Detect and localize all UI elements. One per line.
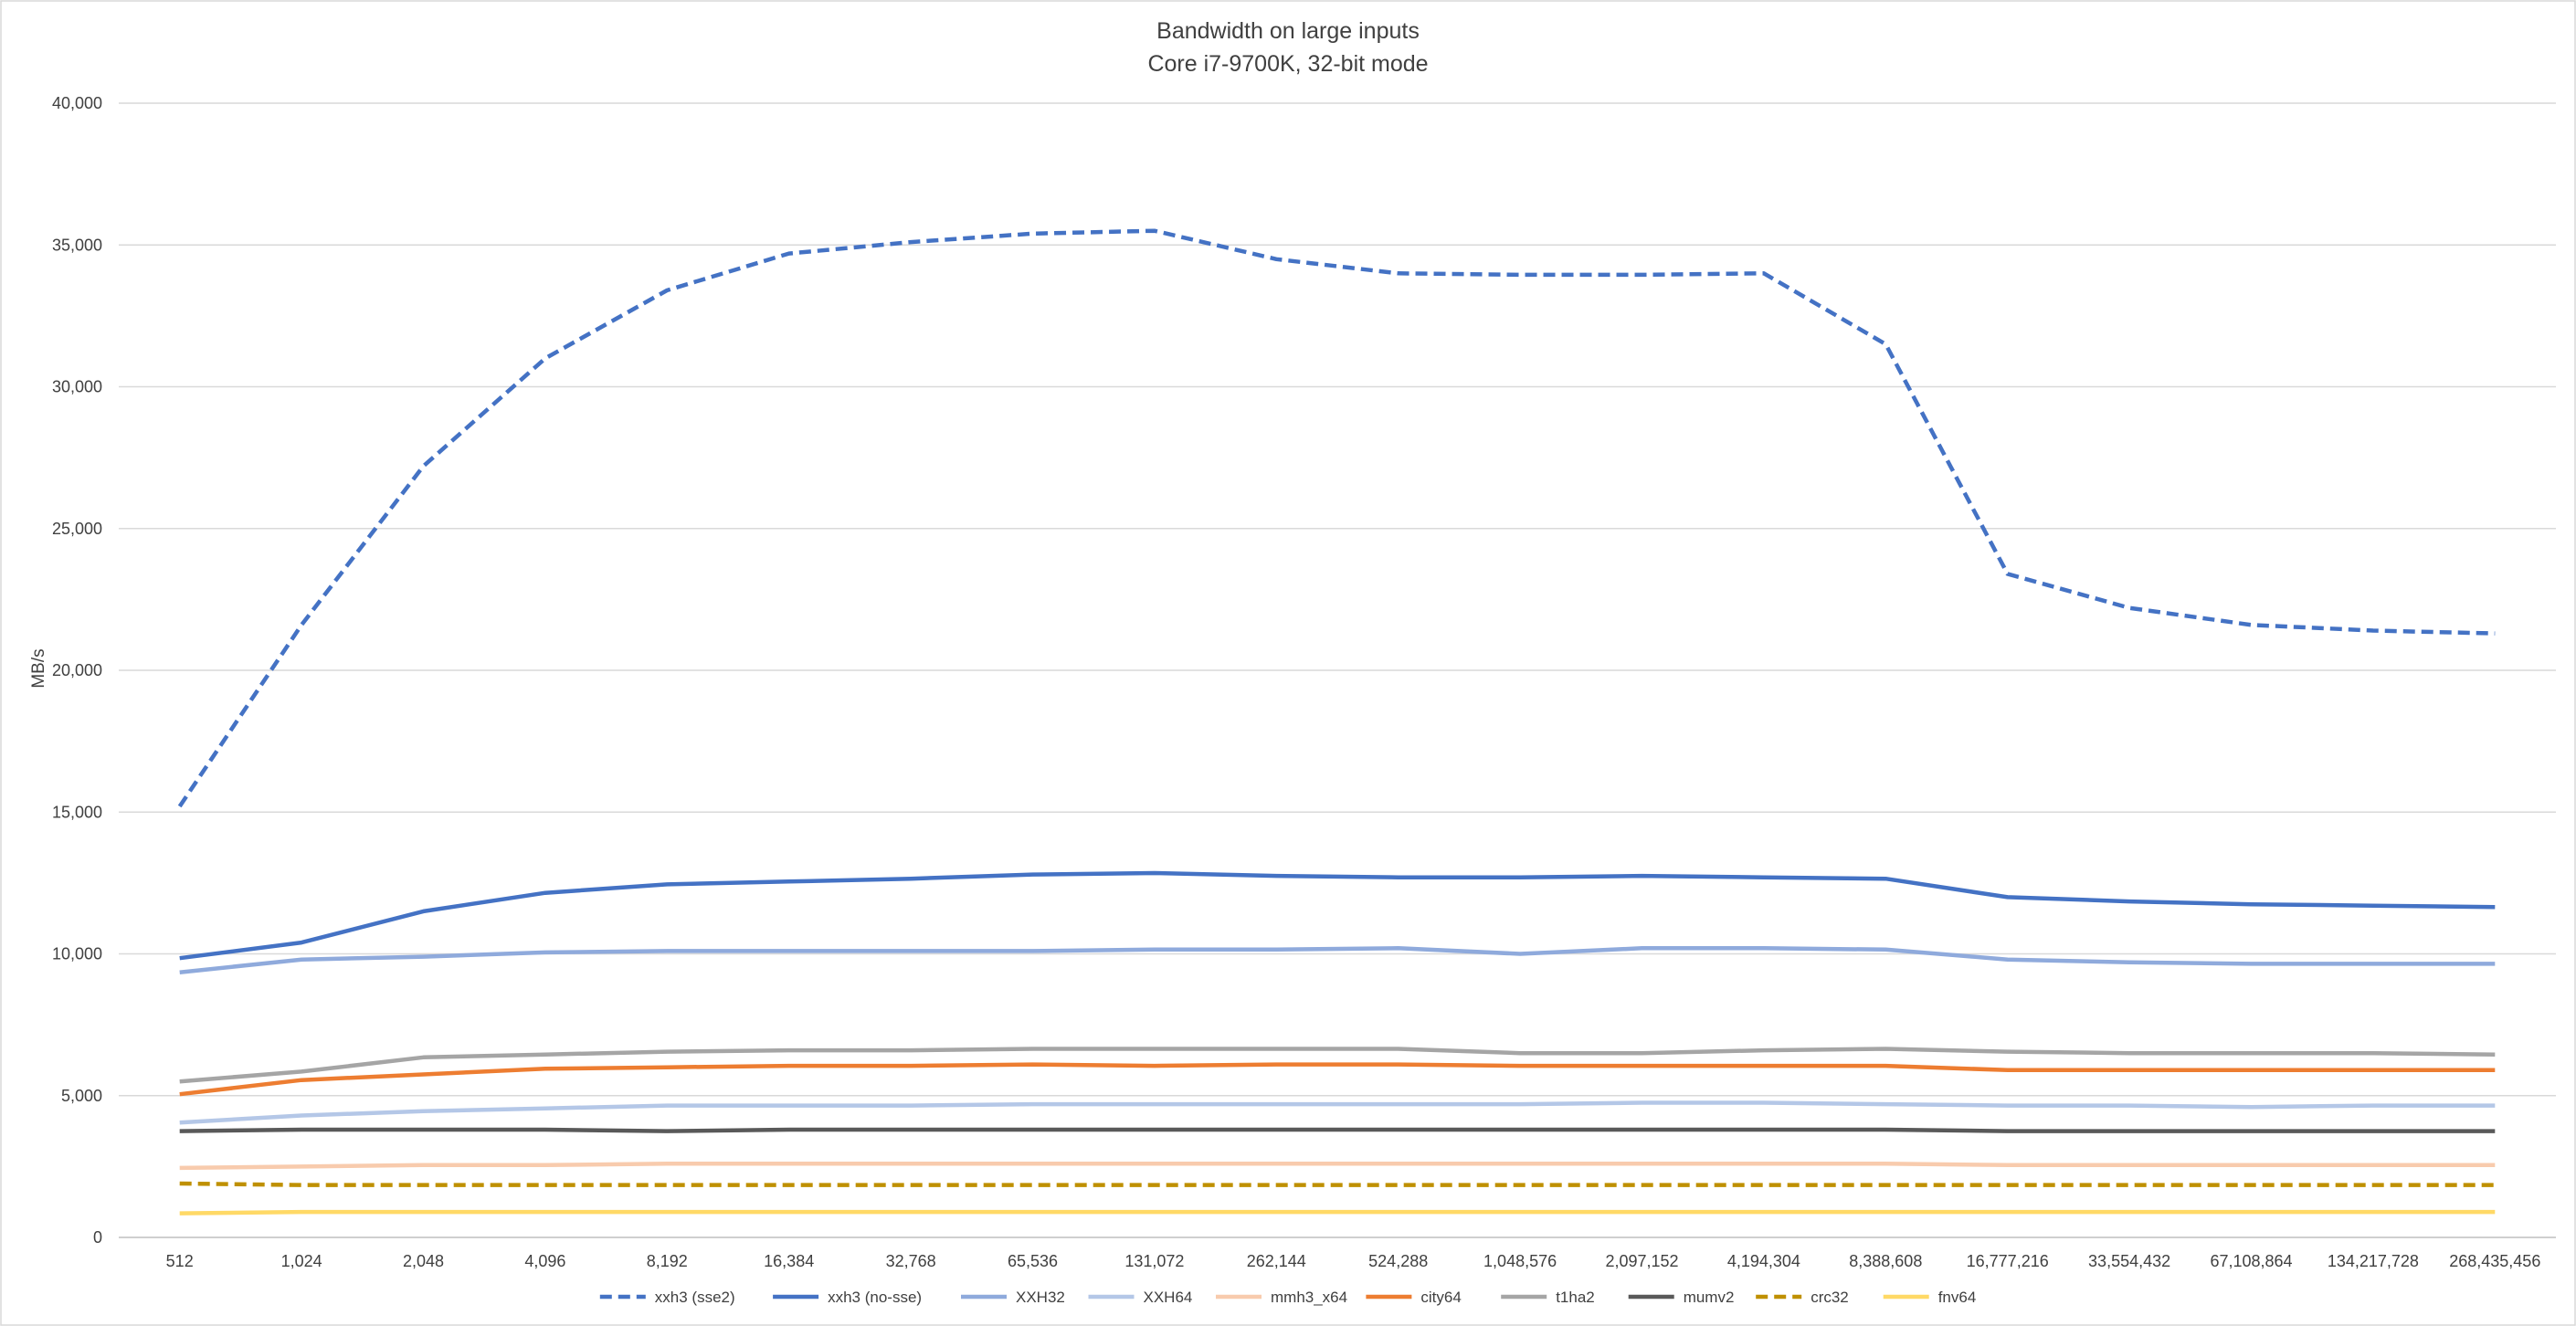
x-tick-label: 2,097,152 xyxy=(1605,1252,1678,1270)
x-tick-label: 512 xyxy=(166,1252,194,1270)
series-line-xxh3-sse2 xyxy=(177,228,2496,808)
legend-label: xxh3 (no-sse) xyxy=(828,1289,922,1306)
x-tick-label: 134,217,728 xyxy=(2328,1252,2419,1270)
series-line-mumv2 xyxy=(179,1127,2496,1133)
legend-label: mumv2 xyxy=(1684,1289,1735,1306)
series-line-mmh3-x64 xyxy=(179,1162,2496,1171)
legend-label: city64 xyxy=(1420,1289,1461,1306)
legend-item: mumv2 xyxy=(1628,1289,1735,1306)
legend-item: xxh3 (sse2) xyxy=(599,1289,735,1306)
x-tick-label: 2,048 xyxy=(403,1252,444,1270)
legend-item: xxh3 (no-sse) xyxy=(773,1289,922,1306)
y-tick-label: 25,000 xyxy=(52,520,102,538)
y-tick-label: 35,000 xyxy=(52,236,102,254)
legend-item: mmh3_x64 xyxy=(1216,1289,1347,1306)
x-tick-label: 8,192 xyxy=(647,1252,688,1270)
legend-item: t1ha2 xyxy=(1501,1289,1595,1306)
x-tick-label: 16,384 xyxy=(764,1252,814,1270)
legend-label: crc32 xyxy=(1811,1289,1849,1306)
chart-subtitle: Core i7-9700K, 32-bit mode xyxy=(1147,51,1428,77)
legend-label: xxh3 (sse2) xyxy=(655,1289,735,1306)
y-tick-label: 40,000 xyxy=(52,94,102,112)
series-line-fnv64 xyxy=(179,1209,2496,1216)
legend-label: t1ha2 xyxy=(1556,1289,1595,1306)
y-tick-label: 15,000 xyxy=(52,803,102,821)
legend-item: city64 xyxy=(1366,1289,1462,1306)
legend-label: mmh3_x64 xyxy=(1271,1289,1347,1306)
y-tick-label: 30,000 xyxy=(52,378,102,396)
y-tick-label: 20,000 xyxy=(52,661,102,679)
x-tick-label: 32,768 xyxy=(886,1252,936,1270)
legend: xxh3 (sse2) xxh3 (no-sse) XXH32 XXH64 mmh3_x… xyxy=(599,1289,1977,1306)
x-tick-label: 4,096 xyxy=(524,1252,565,1270)
x-tick-label: 1,024 xyxy=(281,1252,322,1270)
x-tick-label: 65,536 xyxy=(1008,1252,1058,1270)
y-axis-title: MB/s xyxy=(29,648,48,688)
legend-label: XXH64 xyxy=(1144,1289,1193,1306)
legend-item: XXH32 xyxy=(961,1289,1065,1306)
x-axis-tick-labels: 512 1,024 2,048 4,096 8,192 16,384 32,768 65,53… xyxy=(166,1252,2541,1270)
x-tick-label: 268,435,456 xyxy=(2449,1252,2540,1270)
legend-item: crc32 xyxy=(1756,1289,1849,1306)
series-line-crc32 xyxy=(179,1181,2496,1187)
y-tick-label: 5,000 xyxy=(61,1087,102,1105)
series-line-xxh32 xyxy=(179,946,2496,974)
legend-label: fnv64 xyxy=(1938,1289,1977,1306)
x-tick-label: 16,777,216 xyxy=(1967,1252,2049,1270)
x-tick-label: 131,072 xyxy=(1124,1252,1184,1270)
legend-item: XXH64 xyxy=(1088,1289,1193,1306)
series-line-city64 xyxy=(179,1062,2496,1097)
series-line-t1ha2 xyxy=(179,1047,2496,1084)
x-tick-label: 33,554,432 xyxy=(2088,1252,2170,1270)
legend-item: fnv64 xyxy=(1883,1289,1977,1306)
y-tick-label: 0 xyxy=(93,1228,102,1247)
legend-label: XXH32 xyxy=(1016,1289,1065,1306)
x-tick-label: 4,194,304 xyxy=(1727,1252,1800,1270)
series-line-xxh3-no-sse xyxy=(179,870,2496,961)
x-tick-label: 67,108,864 xyxy=(2210,1252,2292,1270)
x-tick-label: 524,288 xyxy=(1368,1252,1428,1270)
y-tick-label: 10,000 xyxy=(52,945,102,963)
x-tick-label: 262,144 xyxy=(1247,1252,1306,1270)
x-tick-label: 1,048,576 xyxy=(1483,1252,1557,1270)
y-axis-tick-labels: 0 5,000 10,000 15,000 20,000 25,000 30,000 35,0… xyxy=(52,94,102,1247)
x-tick-label: 8,388,608 xyxy=(1849,1252,1922,1270)
series-lines xyxy=(177,228,2496,1216)
chart-title: Bandwidth on large inputs xyxy=(1156,18,1420,44)
series-line-xxh64 xyxy=(179,1100,2496,1125)
